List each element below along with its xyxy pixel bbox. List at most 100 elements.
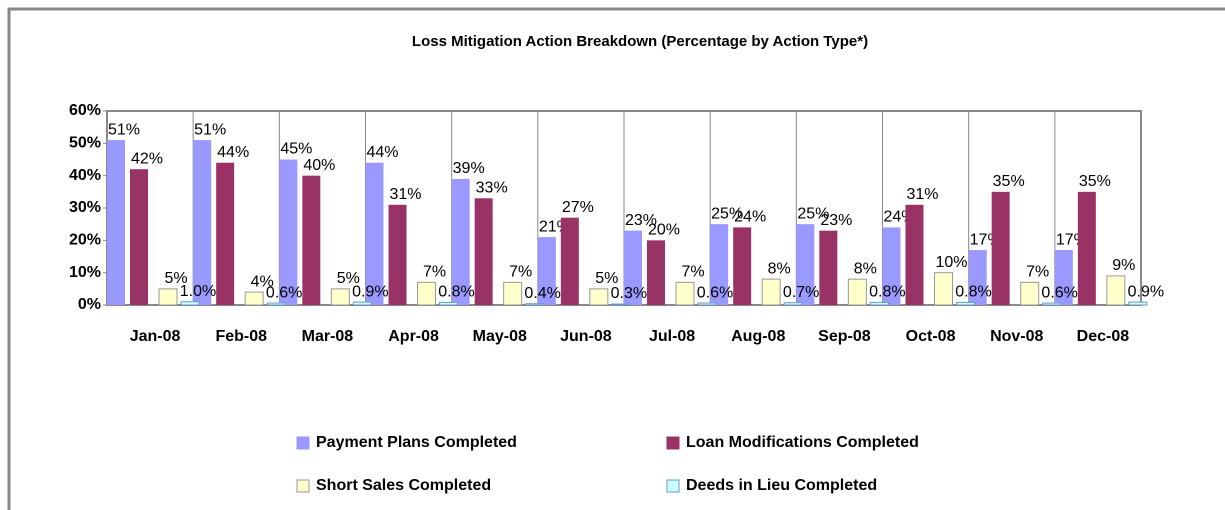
bar (352, 301, 372, 306)
legend-label: Deeds in Lieu Completed (686, 477, 877, 494)
bar (388, 204, 407, 305)
x-tick-label: Jun-08 (560, 328, 612, 345)
bar (266, 302, 286, 306)
y-tick-label: 50% (69, 135, 101, 152)
data-label: 24% (734, 209, 766, 226)
bar (302, 175, 321, 305)
bar (365, 162, 384, 305)
x-tick-label: Feb-08 (215, 328, 267, 345)
bar (193, 140, 212, 305)
legend-swatch (666, 436, 680, 450)
x-tick-label: May-08 (473, 328, 527, 345)
bar (560, 217, 579, 305)
bar (905, 204, 924, 305)
data-label: 0.8% (955, 284, 991, 301)
data-label: 0.6% (1041, 284, 1077, 301)
bar (216, 162, 235, 305)
bar (647, 240, 665, 305)
data-label: 0.8% (438, 284, 474, 301)
bar (733, 227, 752, 305)
y-tick-label: 30% (69, 199, 101, 216)
legend-label: Loan Modifications Completed (686, 434, 919, 451)
bar (439, 301, 458, 306)
data-label: 31% (389, 186, 421, 203)
bar (107, 140, 125, 305)
bar (1042, 302, 1062, 306)
bar (710, 224, 729, 305)
x-tick-label: Aug-08 (731, 328, 785, 345)
data-label: 45% (280, 141, 312, 158)
legend-label: Payment Plans Completed (316, 434, 517, 451)
data-label: 51% (194, 121, 226, 138)
bar (1106, 275, 1126, 306)
data-label: 5% (595, 270, 618, 287)
bar (819, 230, 838, 305)
data-label: 5% (164, 270, 187, 287)
bar (956, 301, 975, 306)
bar (882, 227, 901, 305)
data-label: 23% (625, 212, 657, 229)
data-label: 0.4% (524, 285, 560, 302)
data-label: 23% (820, 212, 852, 229)
data-label: 25% (711, 205, 743, 222)
data-label: 44% (217, 144, 249, 161)
data-label: 10% (935, 254, 967, 271)
data-label: 0.6% (266, 284, 302, 301)
data-label: 27% (562, 199, 594, 216)
data-label: 0.6% (697, 284, 733, 301)
data-label: 7% (423, 264, 446, 281)
bar (503, 281, 523, 306)
data-label: 9% (1112, 257, 1135, 274)
x-tick-label: Nov-08 (990, 328, 1043, 345)
legend-label: Short Sales Completed (316, 477, 491, 494)
bar (761, 278, 781, 306)
data-label: 25% (797, 205, 829, 222)
bar (158, 288, 178, 306)
bar (589, 288, 609, 306)
x-tick-label: Sep-08 (818, 328, 871, 345)
legend-swatch (666, 479, 680, 493)
bar (417, 281, 436, 306)
data-label: 0.9% (352, 283, 388, 300)
x-tick-label: Oct-08 (906, 328, 956, 345)
data-label: 31% (906, 186, 938, 203)
bar (451, 178, 470, 305)
bar (847, 278, 867, 306)
data-label: 35% (993, 173, 1025, 190)
y-tick-label: 60% (69, 102, 101, 119)
bar (244, 291, 264, 306)
data-label: 7% (681, 264, 704, 281)
bar (675, 281, 695, 306)
data-label: 20% (648, 222, 680, 239)
data-label: 42% (131, 150, 163, 167)
data-label: 8% (854, 260, 877, 277)
y-tick-label: 10% (69, 264, 101, 281)
bar (1054, 250, 1073, 305)
data-label: 0.3% (611, 285, 647, 302)
data-label: 33% (476, 180, 508, 197)
bar (624, 230, 642, 305)
bar (1128, 301, 1148, 306)
data-label: 51% (108, 121, 140, 138)
data-label: 44% (366, 144, 398, 161)
x-tick-label: Jul-08 (649, 328, 695, 345)
x-tick-label: Dec-08 (1077, 328, 1130, 345)
data-label: 1.0% (180, 283, 216, 300)
bar (934, 272, 953, 306)
bar (279, 159, 298, 305)
bar (796, 224, 815, 305)
x-tick-label: Apr-08 (388, 328, 439, 345)
bar (474, 198, 493, 305)
bar (1077, 191, 1096, 305)
bar (180, 301, 200, 306)
data-label: 0.9% (1128, 283, 1164, 300)
x-tick-label: Mar-08 (302, 328, 354, 345)
bar (130, 169, 148, 305)
data-label: 39% (453, 160, 485, 177)
bar (525, 303, 545, 306)
bar (783, 302, 803, 306)
bar (991, 191, 1010, 305)
x-tick-label: Jan-08 (130, 328, 181, 345)
data-label: 0.8% (869, 284, 905, 301)
